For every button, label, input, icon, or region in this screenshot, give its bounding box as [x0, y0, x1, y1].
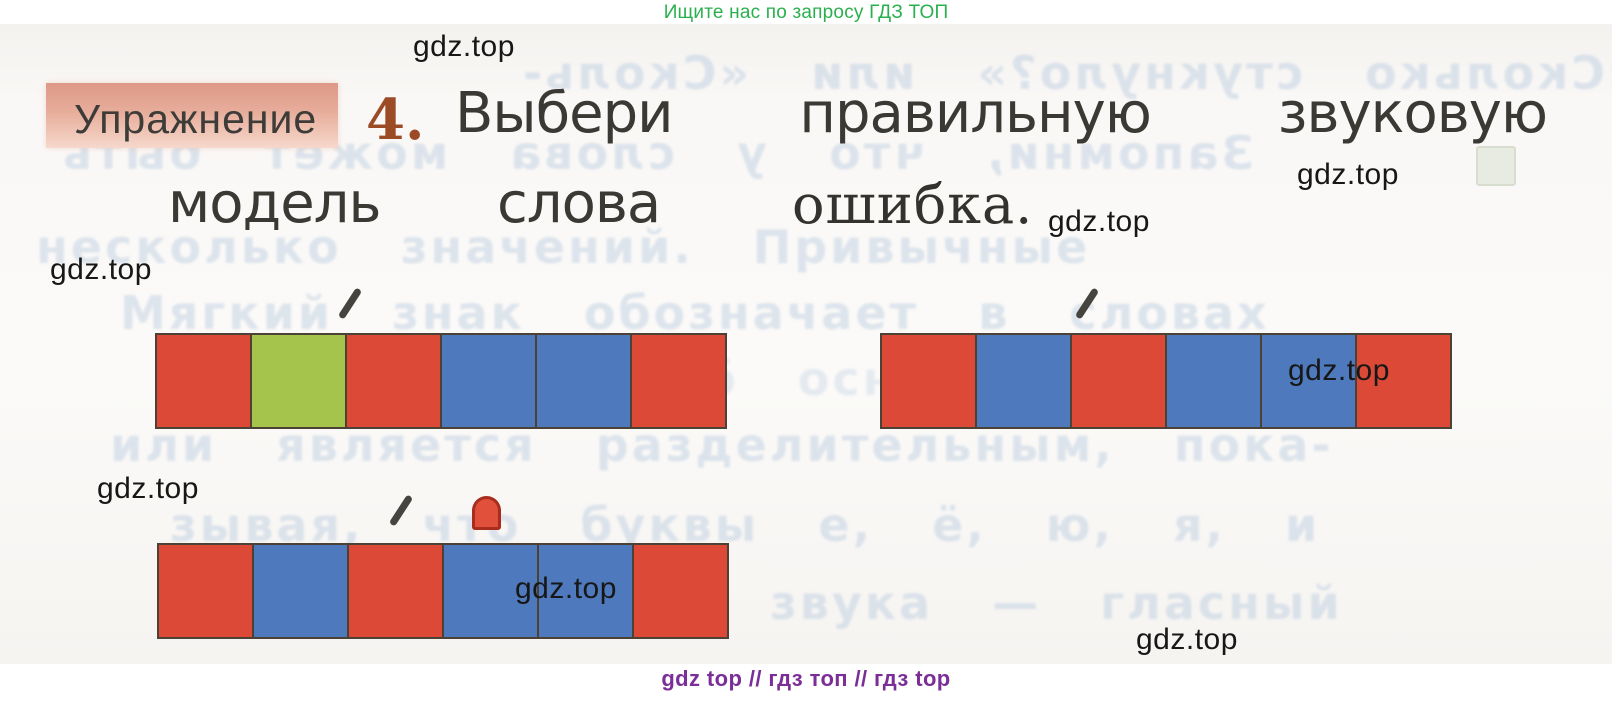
target-word: ошибка. [792, 173, 1034, 236]
sound-model-option-3[interactable] [157, 543, 729, 639]
title-word: модель [168, 171, 381, 236]
sound-square-blue [252, 543, 349, 639]
exercise-title-line1: Выбери правильную звуковую [455, 81, 1548, 146]
sound-square-blue [535, 333, 632, 429]
title-word: Выбери [455, 81, 674, 146]
title-word: слова [497, 171, 661, 236]
title-word: правильную [799, 81, 1152, 146]
sound-square-red [1070, 333, 1167, 429]
sound-square-red [345, 333, 442, 429]
sound-square-red [880, 333, 977, 429]
sound-square-red [157, 543, 254, 639]
watermark: gdz.top [97, 472, 199, 505]
exercise-badge: Упражнение [46, 83, 338, 148]
title-word: звуковую [1277, 81, 1548, 146]
sound-square-red [347, 543, 444, 639]
watermark: gdz.top [1288, 354, 1390, 387]
exercise-number: 4. [366, 87, 425, 153]
sound-square-red [1355, 333, 1452, 429]
sound-square-red [630, 333, 727, 429]
watermark: gdz.top [50, 253, 152, 286]
footer-promo-text: gdz top // гдз топ // гдз top [661, 666, 951, 691]
sound-square-blue [440, 333, 537, 429]
watermark: gdz.top [515, 572, 617, 605]
sound-square-blue [975, 333, 1072, 429]
sound-square-blue [1260, 333, 1357, 429]
sound-model-option-2[interactable] [880, 333, 1452, 429]
sound-model-option-1[interactable] [155, 333, 727, 429]
sound-square-blue [537, 543, 634, 639]
sound-square-green [250, 333, 347, 429]
sound-square-red [155, 333, 252, 429]
sound-square-blue [1165, 333, 1262, 429]
promo-banner-text: Ищите нас по запросу ГДЗ ТОП [663, 2, 949, 23]
exercise-label: Упражнение [74, 96, 318, 142]
sound-square-red [632, 543, 729, 639]
watermark: gdz.top [1297, 158, 1399, 191]
softness-mark-icon [472, 496, 501, 530]
watermark: gdz.top [1048, 205, 1150, 238]
ghost-margin-square [1476, 146, 1516, 186]
watermark: gdz.top [1136, 623, 1238, 656]
watermark: gdz.top [413, 30, 515, 63]
